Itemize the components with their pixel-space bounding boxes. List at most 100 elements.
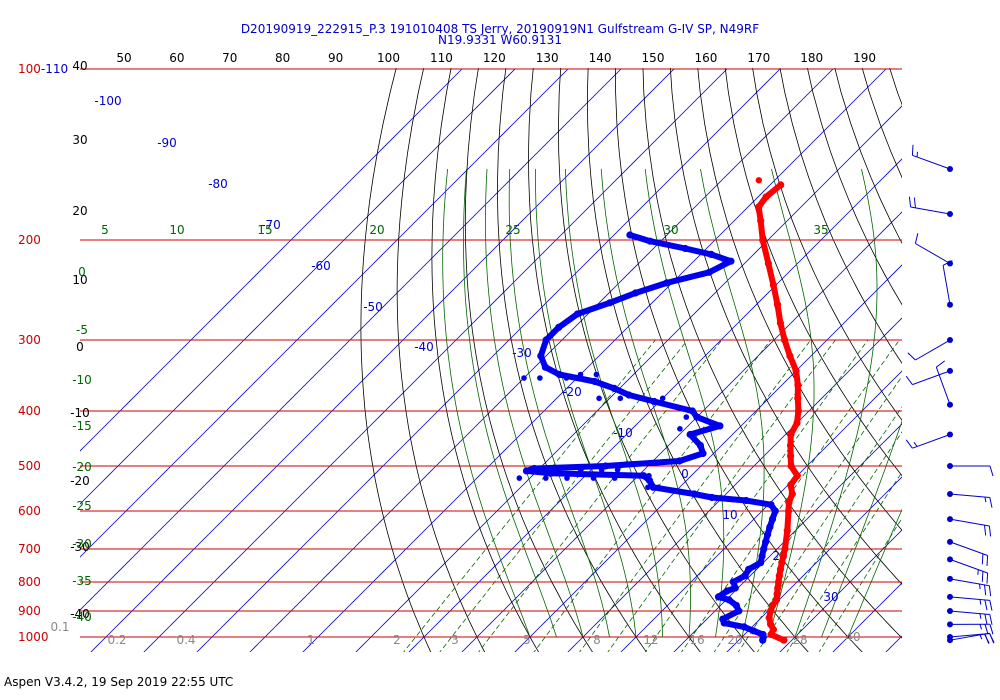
left-scale-label: -10 <box>70 406 90 420</box>
pressure-tick-label: 500 <box>18 459 41 473</box>
dewpoint-scatter-point <box>521 375 527 381</box>
pressure-tick-label: 200 <box>18 233 41 247</box>
dewpoint-point <box>714 593 723 601</box>
top-axis-tick-label: 160 <box>694 51 717 65</box>
dewpoint-point <box>757 559 765 567</box>
dewpoint-point <box>602 462 610 470</box>
isotherm-label: 40 <box>845 630 860 644</box>
dewpoint-scatter-point <box>614 467 621 473</box>
chart-title-line-2: N19.9331 W60.9131 <box>438 33 562 47</box>
wind-barb-flag <box>989 624 994 635</box>
isotherm-line <box>514 264 902 652</box>
wind-barb-flag <box>988 525 992 537</box>
dewpoint-point <box>555 323 563 331</box>
dewpoint-point <box>688 407 697 415</box>
moist-adiabat-line <box>821 419 902 638</box>
top-axis-tick-label: 70 <box>222 51 237 65</box>
dewpoint-point <box>768 515 777 523</box>
wind-barb-flag <box>907 352 916 361</box>
wind-barb-flag <box>984 584 987 596</box>
top-axis-tick-label: 170 <box>747 51 770 65</box>
dewpoint-point <box>696 441 705 449</box>
mixing-ratio-top-label: 20 <box>369 223 384 237</box>
mixing-ratio-bottom-label: 0.4 <box>176 633 195 647</box>
mixing-ratio-left-label: 0 <box>78 265 86 279</box>
moist-adiabat-line <box>794 168 878 638</box>
isotherm-label: -40 <box>414 340 434 354</box>
wind-barb-staff <box>949 541 988 556</box>
wind-barb-half-flag <box>984 496 987 503</box>
wind-barb-flag <box>984 633 990 644</box>
temperature-point <box>773 590 781 598</box>
dewpoint-point <box>681 244 689 253</box>
isotherm-line <box>90 68 675 652</box>
pressure-tick-label: 400 <box>18 404 41 418</box>
moist-adiabat-line <box>535 168 637 638</box>
pressure-tick-label: 300 <box>18 333 41 347</box>
wind-barb-staff <box>949 610 990 615</box>
left-scale-label: -30 <box>70 540 90 554</box>
dewpoint-point <box>732 601 741 610</box>
dewpoint-point <box>742 496 750 505</box>
top-axis-tick-label: 60 <box>169 51 184 65</box>
left-scale-label: 40 <box>72 59 87 73</box>
moist-adiabat-line <box>442 168 531 638</box>
wind-barb-half-flag <box>979 613 982 619</box>
wind-barb-staff <box>949 518 990 527</box>
mixing-ratio-left-label: -15 <box>72 419 92 433</box>
top-axis-tick-label: 120 <box>483 51 506 65</box>
dewpoint-point <box>740 623 748 631</box>
dry-adiabat-line <box>834 68 902 244</box>
dewpoint-point <box>767 501 775 509</box>
temperature-point <box>792 367 800 375</box>
temperature-point <box>759 236 767 244</box>
dry-adiabat-line <box>669 68 902 585</box>
moist-adiabat-line <box>565 168 663 637</box>
dewpoint-scatter-point <box>516 475 523 481</box>
mixing-ratio-left-label: -5 <box>76 323 88 337</box>
top-axis-tick-label: 100 <box>377 51 400 65</box>
moist-adiabat-line <box>600 168 691 638</box>
mixing-ratio-top-label: 35 <box>813 223 828 237</box>
temperature-point <box>787 452 795 460</box>
dry-adiabat-line <box>967 56 1000 660</box>
dewpoint-point <box>729 578 738 586</box>
mixing-ratio-bottom-label: 3 <box>451 633 459 647</box>
temperature-point <box>773 596 781 604</box>
mixing-ratio-left-label: -30 <box>72 537 92 551</box>
isotherm-label: -60 <box>311 259 331 273</box>
dewpoint-point <box>640 472 648 480</box>
dry-adiabat-line <box>464 68 593 652</box>
wind-barb-staff <box>910 206 951 215</box>
isotherm-line <box>143 68 728 652</box>
wind-barb-flag <box>905 375 913 385</box>
isotherm-line <box>302 68 887 652</box>
dry-adiabat-line <box>431 68 539 652</box>
wind-barb-flag <box>936 360 945 368</box>
isotherm-line <box>80 68 622 611</box>
top-axis-tick-label: 80 <box>275 51 290 65</box>
pressure-tick-label: 800 <box>18 575 41 589</box>
temperature-point <box>775 572 784 580</box>
dry-adiabat-line <box>889 68 902 106</box>
wind-barb-flag <box>986 555 989 567</box>
dewpoint-point <box>690 490 698 498</box>
dewpoint-scatter-point <box>577 371 584 378</box>
wind-barb-flag <box>984 525 987 536</box>
temperature-point <box>777 181 785 189</box>
pressure-tick-label: 1000 <box>18 630 49 644</box>
wind-barb-staff <box>912 154 951 170</box>
wind-barb-flag <box>988 585 992 597</box>
temperature-point <box>767 620 775 628</box>
wind-barb-flag <box>908 196 912 208</box>
temperature-point <box>769 281 778 289</box>
mixing-ratio-top-label: 5 <box>101 223 109 237</box>
pressure-tick-label: 700 <box>18 542 41 556</box>
dry-adiabat-line <box>642 68 902 639</box>
temperature-point <box>787 481 795 489</box>
isotherm-label: 10 <box>722 508 737 522</box>
dry-adiabat-line <box>913 56 1000 660</box>
dewpoint-point <box>731 584 739 592</box>
isobar-layer <box>80 68 902 638</box>
